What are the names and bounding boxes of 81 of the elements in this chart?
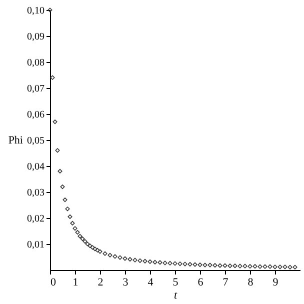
y-tick-label: 0,01 — [27, 240, 44, 250]
point — [112, 254, 118, 259]
y-axis-title: Phi — [8, 134, 23, 146]
point — [218, 263, 222, 268]
point — [272, 264, 278, 270]
point — [55, 148, 60, 153]
point — [90, 245, 95, 250]
point — [182, 262, 188, 266]
point — [50, 75, 55, 80]
point — [58, 168, 62, 174]
x-tick-label: 5 — [172, 276, 179, 288]
point — [85, 242, 90, 246]
point — [60, 184, 65, 190]
point — [282, 264, 288, 270]
x-tick-label: 3 — [122, 276, 129, 288]
point — [232, 264, 238, 268]
point — [262, 264, 268, 269]
point — [208, 262, 212, 268]
y-tick-label: 0,10 — [27, 6, 44, 16]
x-tick-label: 9 — [272, 276, 279, 288]
point — [192, 262, 198, 267]
point — [72, 226, 78, 231]
point — [82, 239, 88, 244]
point — [132, 258, 138, 262]
y-tick-label: 0,08 — [27, 58, 44, 68]
point — [158, 260, 162, 265]
point — [278, 264, 282, 270]
point — [142, 258, 148, 264]
point — [102, 251, 108, 256]
point — [288, 264, 292, 270]
point — [122, 256, 128, 261]
point — [78, 234, 82, 238]
point — [108, 252, 112, 258]
point — [52, 120, 58, 124]
point — [172, 261, 178, 266]
point — [88, 244, 92, 248]
point — [188, 262, 192, 267]
point — [92, 246, 98, 252]
y-tick-label: 0,05 — [27, 136, 44, 146]
point — [292, 264, 298, 270]
y-tick-label: 0,06 — [27, 110, 44, 120]
y-tick-label: 0,03 — [27, 188, 44, 198]
point — [202, 262, 208, 268]
point — [238, 264, 242, 268]
point — [95, 248, 100, 253]
point — [258, 264, 262, 269]
y-tick-label: 0,09 — [27, 32, 44, 42]
point — [70, 220, 75, 226]
point — [222, 263, 228, 268]
point — [65, 206, 70, 212]
x-tick-label: 4 — [148, 276, 154, 288]
point — [98, 249, 102, 254]
point — [152, 260, 158, 264]
x-tick-label: 0 — [50, 276, 56, 288]
y-tick-label: 0,02 — [27, 214, 44, 224]
x-tick-label: 6 — [198, 276, 204, 288]
point — [68, 214, 72, 219]
point — [212, 263, 218, 268]
point — [148, 259, 152, 264]
point — [80, 236, 85, 242]
point — [178, 261, 182, 266]
point — [242, 264, 248, 268]
point — [128, 257, 132, 262]
point — [228, 264, 232, 268]
x-tick-label: 1 — [72, 276, 78, 288]
point — [168, 260, 172, 266]
x-tick-label: 7 — [222, 276, 229, 288]
point — [252, 264, 258, 269]
point — [248, 264, 252, 269]
point — [138, 258, 142, 263]
point — [268, 264, 272, 269]
point — [118, 255, 122, 260]
y-tick-label: 0,07 — [27, 84, 44, 94]
point — [75, 230, 80, 235]
point — [198, 262, 202, 268]
x-tick-label: 8 — [248, 276, 254, 288]
x-axis-title: t — [174, 290, 178, 302]
point — [162, 260, 168, 266]
point — [62, 198, 68, 202]
y-tick-label: 0,04 — [27, 162, 44, 172]
x-tick-label: 2 — [98, 276, 104, 288]
